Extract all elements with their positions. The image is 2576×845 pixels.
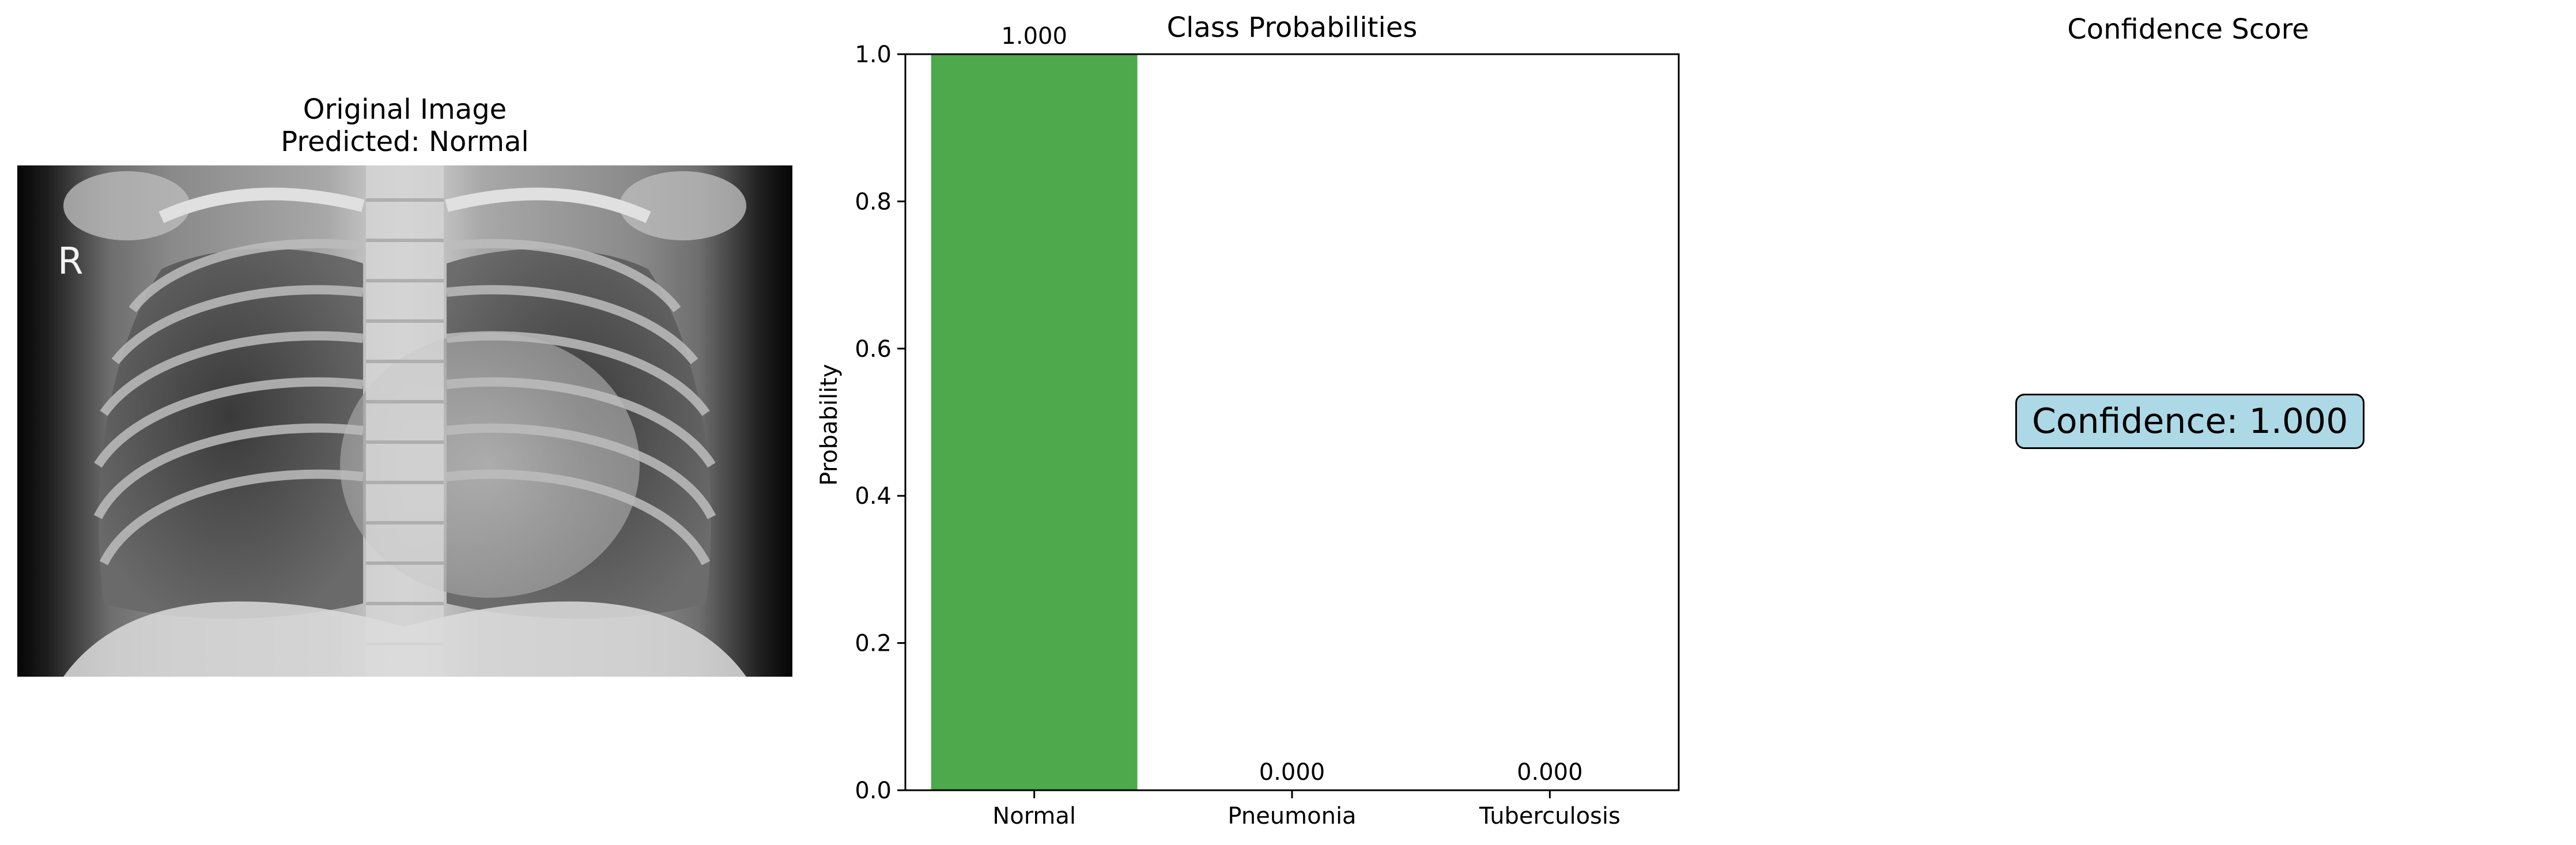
y-tick-label: 1.0 [855,42,892,68]
value-label-pneumonia: 0.000 [1259,759,1325,786]
value-label-normal: 1.000 [1001,23,1067,50]
x-tick-label-pneumonia: Pneumonia [1227,803,1356,829]
y-tick-label: 0.8 [855,188,892,215]
x-tick-label-normal: Normal [992,803,1076,829]
confidence-title: Confidence Score [2067,13,2309,46]
y-tick-label: 0.4 [855,483,892,510]
chest-xray-image: R [17,165,792,677]
chart-title: Class Probabilities [1167,12,1418,44]
image-title-line: Original Image [303,93,507,126]
y-tick-label: 0.0 [855,778,892,804]
bar-normal [931,54,1138,790]
bars [931,54,1138,790]
x-tick-label-tuberculosis: Tuberculosis [1479,803,1621,829]
y-ticks: 0.0 0.2 0.4 0.6 0.8 1.0 [855,42,905,804]
x-ticks: Normal Pneumonia Tuberculosis [992,790,1621,829]
value-labels: 1.000 0.000 0.000 [1001,23,1582,786]
xray-illustration [63,165,746,677]
value-label-tuberculosis: 0.000 [1517,759,1583,786]
y-tick-label: 0.2 [855,631,892,657]
y-axis-label: Probability [816,364,843,485]
prediction-label: Predicted: Normal [281,126,529,158]
image-title: Original Image Predicted: Normal [17,93,792,158]
side-marker-r: R [58,240,84,283]
y-tick-label: 0.6 [855,336,892,363]
confidence-score-box: Confidence: 1.000 [2015,394,2365,449]
